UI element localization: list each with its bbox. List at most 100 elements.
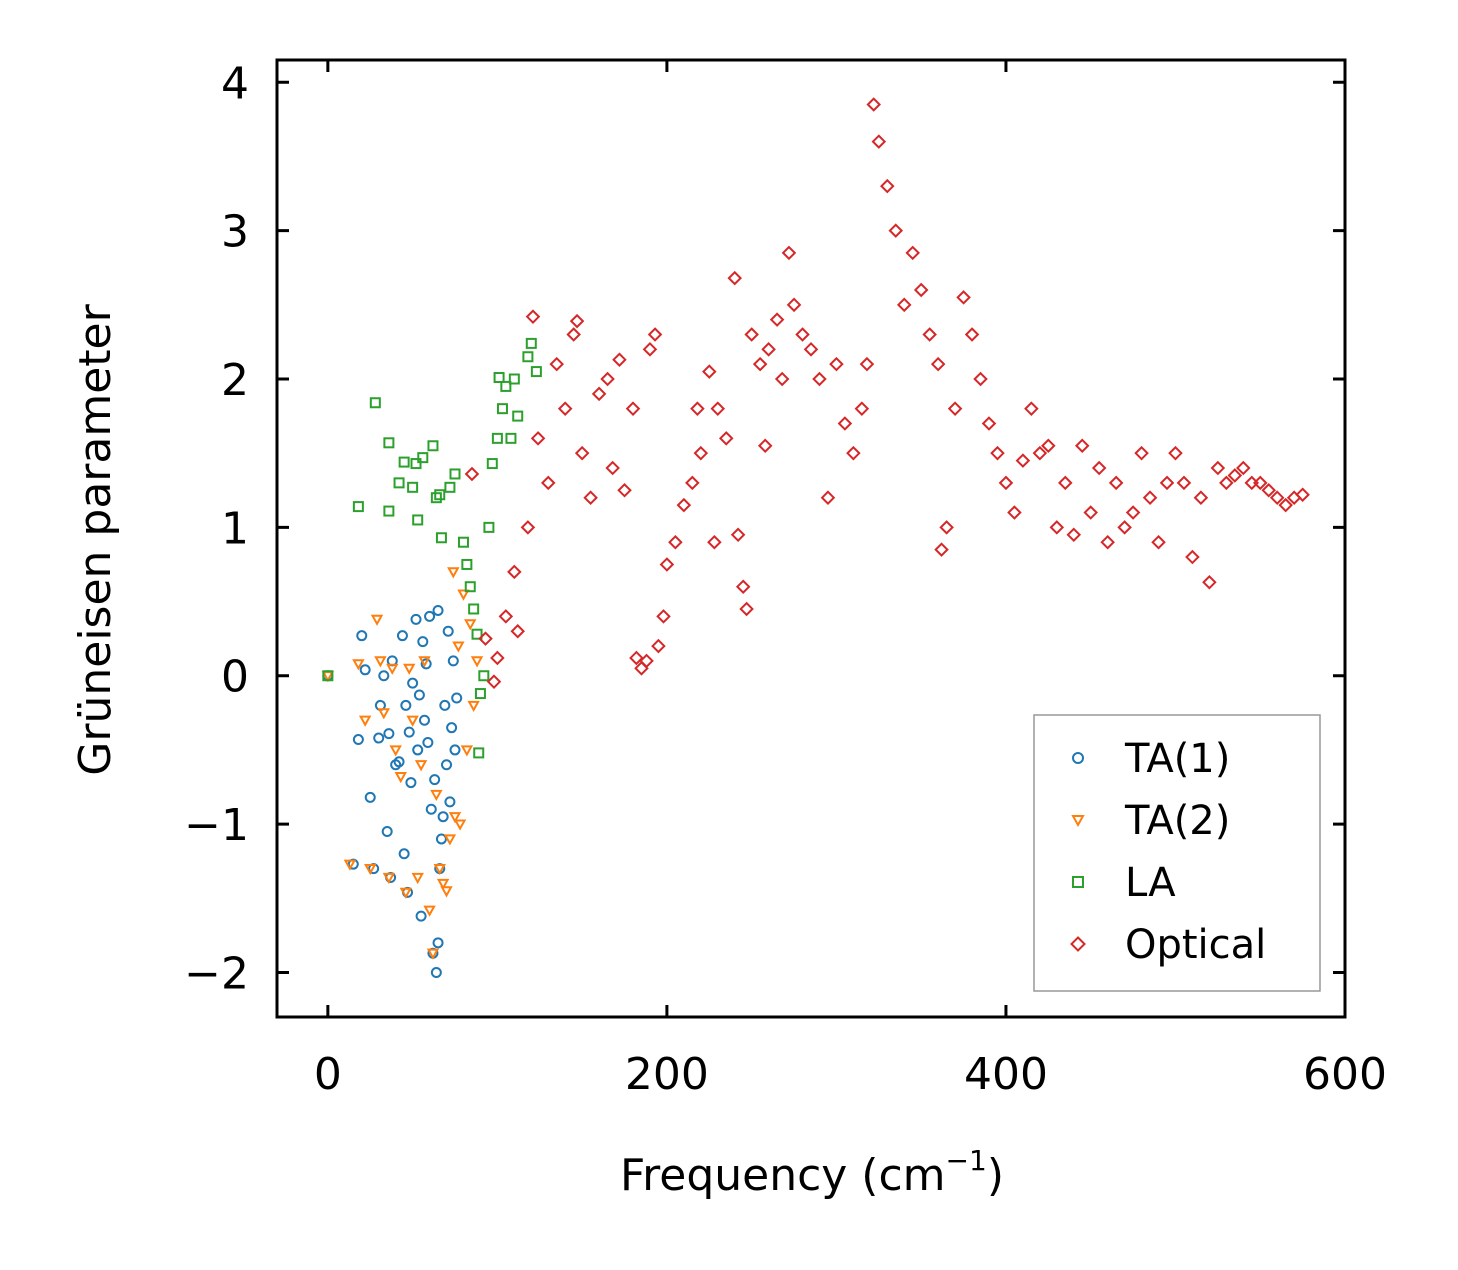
- data-point: [493, 372, 505, 384]
- data-point: [398, 456, 410, 468]
- data-point: [383, 728, 395, 740]
- legend-label: Optical: [1125, 922, 1266, 968]
- data-point: [434, 489, 446, 501]
- data-point: [453, 819, 467, 831]
- data-point: [446, 722, 458, 734]
- y-tick-label: 2: [221, 355, 249, 406]
- data-point: [1074, 438, 1090, 454]
- legend-marker: [1070, 936, 1086, 952]
- data-point: [854, 401, 870, 416]
- data-point: [473, 747, 485, 759]
- data-point: [1108, 475, 1124, 491]
- data-point: [510, 623, 525, 639]
- data-point: [486, 674, 502, 689]
- data-point: [427, 440, 439, 452]
- data-point: [1295, 487, 1310, 502]
- data-point: [359, 664, 371, 676]
- data-point: [374, 656, 387, 668]
- data-point: [449, 744, 461, 756]
- data-point: [651, 638, 666, 654]
- data-point: [425, 803, 437, 815]
- data-point: [1227, 468, 1243, 483]
- data-point: [744, 327, 759, 342]
- data-point: [1278, 497, 1293, 513]
- data-point: [448, 812, 462, 824]
- data-point: [443, 834, 457, 846]
- data-point: [629, 650, 644, 666]
- data-point: [352, 659, 365, 671]
- data-point: [470, 656, 484, 668]
- data-point: [474, 688, 486, 700]
- data-point: [507, 564, 522, 580]
- data-point: [400, 699, 412, 711]
- data-point: [369, 397, 381, 409]
- data-point: [1269, 490, 1285, 505]
- data-point: [322, 670, 334, 682]
- data-point: [433, 864, 446, 876]
- data-point: [411, 872, 424, 885]
- data-point: [685, 475, 700, 491]
- data-point: [451, 692, 463, 704]
- data-point: [1210, 460, 1226, 476]
- data-point: [964, 327, 980, 342]
- data-point: [786, 297, 802, 313]
- legend-marker: [1072, 876, 1084, 888]
- legend: TA(1) TA(2) LA Optical: [1033, 714, 1321, 992]
- data-point: [486, 458, 498, 470]
- data-point: [461, 558, 473, 570]
- data-point: [467, 700, 480, 712]
- data-point: [426, 948, 440, 960]
- data-point: [1058, 475, 1073, 491]
- data-point: [659, 557, 675, 572]
- data-point: [859, 356, 875, 372]
- data-point: [1244, 475, 1260, 491]
- data-point: [939, 520, 954, 535]
- x-axis-label-close: ): [987, 1150, 1004, 1201]
- data-point: [569, 313, 585, 329]
- data-point: [656, 609, 671, 624]
- data-point: [1134, 445, 1149, 461]
- data-point: [647, 327, 663, 342]
- data-point: [447, 655, 459, 667]
- data-point: [583, 490, 598, 505]
- data-point: [420, 658, 432, 670]
- data-point: [505, 432, 517, 444]
- data-point: [441, 759, 453, 771]
- data-point: [1125, 505, 1141, 520]
- data-point: [483, 521, 495, 533]
- data-point: [591, 386, 607, 402]
- data-point: [417, 452, 429, 464]
- data-point: [377, 708, 390, 720]
- data-point: [407, 481, 419, 493]
- data-point: [468, 603, 480, 615]
- data-point: [444, 481, 456, 493]
- data-point: [820, 490, 836, 505]
- y-tick-label: 4: [221, 58, 249, 109]
- data-point: [769, 312, 785, 327]
- data-point: [956, 290, 971, 305]
- data-point: [600, 371, 615, 387]
- data-point: [530, 366, 542, 378]
- data-point: [430, 966, 442, 978]
- data-point: [437, 811, 449, 823]
- data-point: [574, 445, 590, 461]
- data-point: [364, 791, 376, 803]
- data-point: [690, 401, 705, 416]
- data-point: [707, 534, 722, 550]
- legend-label: TA(1): [1124, 736, 1230, 782]
- y-axis-label: Grüneisen parameter: [70, 303, 121, 775]
- data-point: [373, 732, 385, 744]
- data-point: [418, 656, 431, 668]
- data-point: [452, 641, 465, 653]
- data-point: [393, 477, 405, 489]
- data-point: [429, 774, 441, 786]
- data-point: [393, 756, 405, 768]
- data-point: [491, 432, 503, 444]
- data-point: [396, 630, 408, 642]
- x-axis-label: Frequency (cm−1): [620, 1144, 1004, 1201]
- data-point: [364, 864, 377, 876]
- data-point: [520, 520, 536, 535]
- series-ta1: [322, 604, 463, 978]
- series-ta2: [321, 567, 484, 960]
- data-point: [718, 431, 734, 446]
